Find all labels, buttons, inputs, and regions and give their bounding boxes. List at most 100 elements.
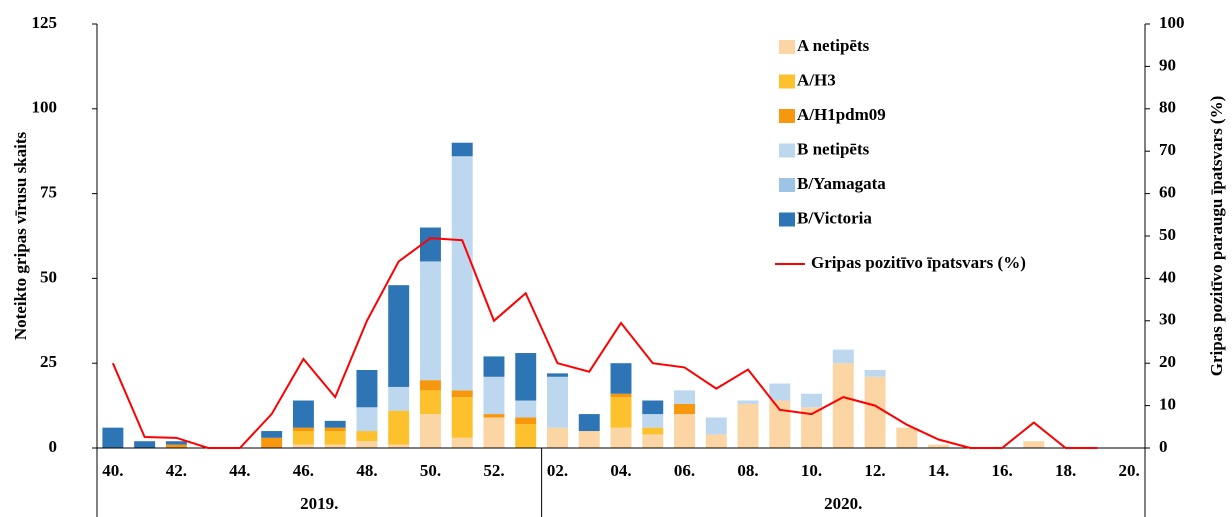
bar — [134, 441, 156, 448]
y-tick-label: 75 — [40, 183, 57, 202]
legend-swatch — [779, 212, 795, 227]
bar — [674, 390, 695, 404]
bar — [1023, 441, 1045, 448]
legend-swatch — [779, 143, 795, 158]
x-tick-label: 04. — [610, 461, 631, 480]
bar — [896, 427, 918, 448]
x-tick-label: 08. — [737, 461, 758, 480]
line-series — [111, 237, 1098, 449]
y-tick-label: 0 — [49, 437, 58, 456]
bar — [451, 397, 473, 438]
bar — [737, 403, 759, 448]
bar — [292, 431, 314, 445]
y2-tick-label: 30 — [1159, 310, 1176, 329]
bar — [737, 400, 759, 404]
bar — [769, 400, 791, 448]
legend-swatch — [779, 74, 795, 89]
bar — [292, 444, 314, 448]
legend-swatch — [779, 109, 795, 123]
bar — [419, 380, 441, 391]
legend-label: A netipēts — [797, 36, 870, 55]
bar — [515, 400, 537, 418]
bar — [705, 417, 727, 435]
x-tick-label: 10. — [801, 461, 822, 480]
x-tick-label: 46. — [293, 461, 314, 480]
bar — [451, 156, 473, 391]
bar — [451, 437, 473, 448]
bar — [547, 376, 568, 428]
bar — [578, 431, 600, 448]
bar — [515, 353, 537, 401]
y-tick-label: 25 — [40, 352, 57, 371]
y-tick-label: 125 — [32, 13, 58, 32]
bar — [419, 390, 441, 415]
legend-label: B/Yamagata — [797, 174, 886, 193]
bar — [642, 400, 664, 415]
bar — [483, 376, 505, 415]
x-tick-label: 12. — [864, 461, 885, 480]
bar — [388, 285, 410, 387]
x-tick-label: 42. — [166, 461, 187, 480]
bar — [674, 403, 695, 415]
legend-swatch — [779, 178, 795, 192]
bar — [356, 441, 378, 448]
bar — [292, 427, 314, 432]
bar — [261, 437, 283, 448]
bar — [261, 431, 283, 438]
bar — [419, 261, 441, 381]
legend-label: Gripas pozitīvo īpatsvars (%) — [811, 253, 1026, 272]
bar — [483, 414, 505, 418]
y2-tick-label: 100 — [1159, 13, 1185, 32]
bar — [515, 417, 537, 425]
bar — [610, 397, 632, 428]
bar — [864, 369, 886, 377]
y2-axis-title: Gripas pozitīvo paraugu īpatsvars (%) — [1207, 96, 1226, 377]
bar — [642, 434, 664, 448]
bar — [356, 407, 378, 432]
y2-tick-label: 10 — [1159, 395, 1176, 414]
y2-tick-label: 0 — [1159, 437, 1168, 456]
bar — [419, 414, 441, 448]
bar — [642, 427, 664, 435]
bar — [388, 386, 410, 411]
bar — [832, 363, 854, 448]
y-axis-title: Noteikto gripas vīrusu skaits — [11, 131, 30, 340]
y2-tick-label: 60 — [1159, 183, 1176, 202]
year-label: 2019. — [300, 494, 338, 513]
y2-tick-label: 50 — [1159, 225, 1176, 244]
x-tick-label: 18. — [1055, 461, 1076, 480]
x-tick-label: 48. — [356, 461, 377, 480]
bar — [801, 393, 823, 408]
bar — [483, 417, 505, 448]
bar — [388, 410, 410, 445]
bar — [324, 431, 346, 445]
bar — [610, 363, 632, 394]
bar — [356, 369, 378, 408]
x-tick-label: 40. — [102, 461, 123, 480]
bar — [102, 427, 124, 448]
bar — [832, 349, 854, 364]
bar — [419, 227, 441, 262]
bar — [165, 444, 187, 448]
bar — [483, 356, 505, 377]
y2-tick-label: 40 — [1159, 267, 1176, 286]
bar — [547, 427, 568, 448]
bar — [165, 441, 187, 445]
bar — [356, 431, 378, 442]
bar — [388, 444, 410, 448]
bar — [642, 414, 664, 428]
bar — [451, 390, 473, 398]
bar — [515, 424, 537, 448]
bar — [292, 400, 314, 428]
x-tick-label: 50. — [420, 461, 441, 480]
bar — [324, 420, 346, 428]
y2-tick-label: 70 — [1159, 140, 1176, 159]
legend-label: A/H3 — [797, 70, 836, 89]
legend-label: B/Victoria — [797, 208, 872, 227]
y2-tick-label: 90 — [1159, 55, 1176, 74]
x-tick-label: 16. — [991, 461, 1012, 480]
x-tick-label: 44. — [229, 461, 250, 480]
bar — [451, 142, 473, 157]
legend-label: A/H1pdm09 — [797, 105, 886, 124]
